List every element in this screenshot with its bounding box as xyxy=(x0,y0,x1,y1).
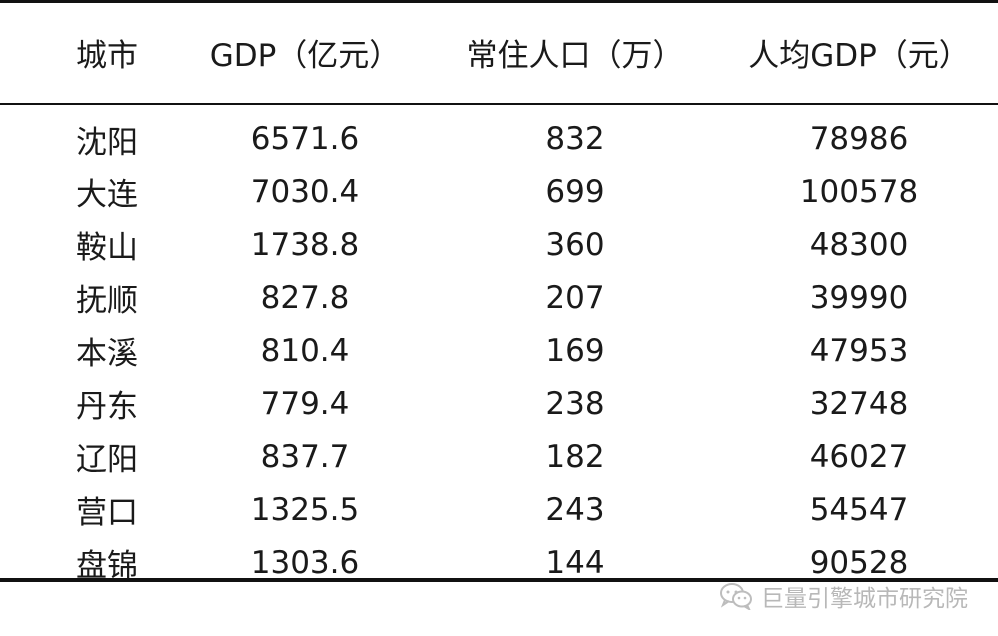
cell-population: 238 xyxy=(545,385,605,422)
cell-population: 360 xyxy=(545,226,605,263)
cell-population: 832 xyxy=(545,121,605,157)
cell-gdp-per-capita: 78986 xyxy=(809,121,909,157)
cell-city: 本溪 xyxy=(76,336,138,372)
cell-gdp-per-capita: 47953 xyxy=(809,332,909,369)
cell-population: 207 xyxy=(545,279,605,316)
watermark: 巨量引擎城市研究院 xyxy=(719,578,968,614)
cell-city: 丹东 xyxy=(76,389,138,425)
table-row: 辽阳 837.7 182 46027 xyxy=(0,430,998,483)
cell-gdp-per-capita: 39990 xyxy=(809,279,909,316)
cell-gdp: 779.4 xyxy=(260,385,350,422)
cell-city: 抚顺 xyxy=(76,283,138,319)
cell-city: 营口 xyxy=(76,495,138,531)
column-header-gdp: GDP（亿元） xyxy=(209,38,401,74)
cell-city: 辽阳 xyxy=(76,442,138,478)
table-row: 丹东 779.4 238 32748 xyxy=(0,377,998,430)
cell-gdp: 827.8 xyxy=(260,279,350,316)
table-row: 盘锦 1303.6 144 90528 xyxy=(0,536,998,589)
cell-population: 144 xyxy=(545,544,605,581)
table-top-rule xyxy=(0,0,998,3)
table-header-rule xyxy=(0,103,998,105)
cell-gdp: 1303.6 xyxy=(250,544,360,581)
table-row: 鞍山 1738.8 360 48300 xyxy=(0,218,998,271)
table-header: 城市 GDP（亿元） 常住人口（万） 人均GDP（元） xyxy=(0,0,998,105)
cell-gdp-per-capita: 100578 xyxy=(799,173,919,210)
wechat-icon xyxy=(719,582,753,610)
cell-gdp-per-capita: 46027 xyxy=(809,438,909,475)
table-row: 营口 1325.5 243 54547 xyxy=(0,483,998,536)
table-row: 沈阳 6571.6 832 78986 xyxy=(0,105,998,165)
table-row: 抚顺 827.8 207 39990 xyxy=(0,271,998,324)
header-row: 城市 GDP（亿元） 常住人口（万） 人均GDP（元） xyxy=(0,0,998,105)
cell-gdp: 1325.5 xyxy=(250,491,360,528)
cell-gdp: 6571.6 xyxy=(250,121,360,157)
column-header-gdp-per-capita: 人均GDP（元） xyxy=(748,38,970,74)
cell-city: 盘锦 xyxy=(76,548,138,584)
cell-gdp: 837.7 xyxy=(260,438,350,475)
cell-city: 大连 xyxy=(76,177,138,213)
cell-city: 鞍山 xyxy=(76,230,138,266)
cell-population: 699 xyxy=(545,173,605,210)
cell-population: 169 xyxy=(545,332,605,369)
cell-population: 182 xyxy=(545,438,605,475)
gdp-table: 城市 GDP（亿元） 常住人口（万） 人均GDP（元） 沈阳 6571.6 83… xyxy=(0,0,998,589)
table-row: 本溪 810.4 169 47953 xyxy=(0,324,998,377)
cell-gdp: 810.4 xyxy=(260,332,350,369)
cell-gdp: 7030.4 xyxy=(250,173,360,210)
cell-gdp-per-capita: 90528 xyxy=(809,544,909,581)
cell-population: 243 xyxy=(545,491,605,528)
cell-gdp-per-capita: 54547 xyxy=(809,491,909,528)
cell-gdp-per-capita: 32748 xyxy=(809,385,909,422)
cell-gdp: 1738.8 xyxy=(250,226,360,263)
table-body: 沈阳 6571.6 832 78986 大连 7030.4 699 100578… xyxy=(0,105,998,589)
column-header-population: 常住人口（万） xyxy=(466,38,684,74)
cell-gdp-per-capita: 48300 xyxy=(809,226,909,263)
column-header-city: 城市 xyxy=(76,38,138,74)
cell-city: 沈阳 xyxy=(76,124,138,161)
table-bottom-rule xyxy=(0,578,998,582)
table-row: 大连 7030.4 699 100578 xyxy=(0,165,998,218)
watermark-text: 巨量引擎城市研究院 xyxy=(761,586,968,612)
